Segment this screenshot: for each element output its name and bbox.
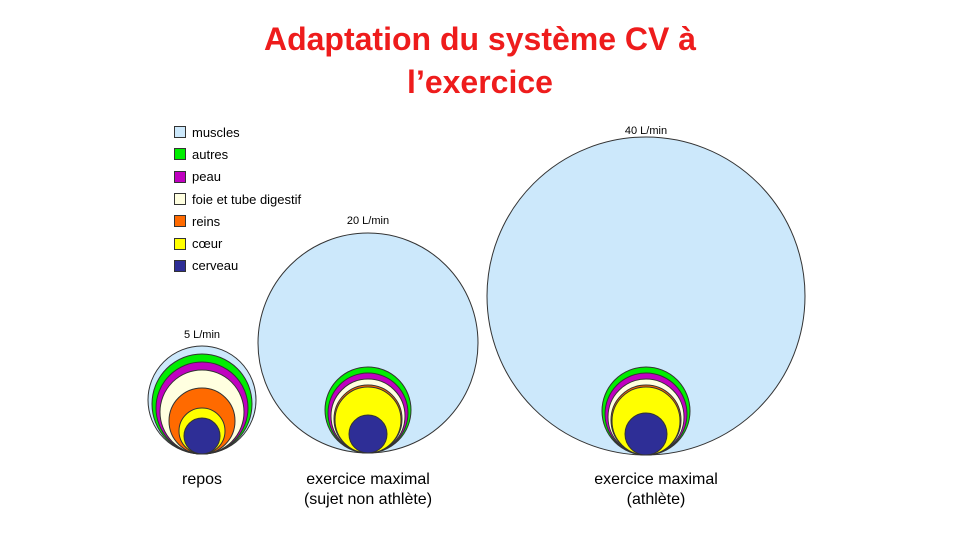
legend-swatch-peau [174,170,186,183]
caption-repos-line-1: repos [181,471,223,488]
caption-non-athlete-line-2: (sujet non athlète) [303,491,433,508]
legend-swatch-foie [174,193,186,206]
non-athlete-cerveau-circle [348,414,388,454]
caption-athlete-line-2: (athlète) [626,491,686,508]
caption-repos: repos [142,470,262,490]
caption-non-athlete: exercice maximal (sujet non athlète) [268,470,468,510]
legend-item-foie: foie et tube digestif [174,188,301,210]
panel-repos-circles [147,345,257,455]
legend-label-muscles: muscles [192,124,240,140]
legend-item-peau: peau [174,166,301,188]
title-line-2: l’exercice [407,64,553,100]
legend-label-autres: autres [192,146,229,162]
repos-cerveau-circle [183,417,221,455]
caption-athlete: exercice maximal (athlète) [556,470,756,510]
caption-athlete-line-1: exercice maximal [594,471,718,488]
legend: muscles autres peau foie et tube digesti… [174,121,301,277]
legend-label-cerveau: cerveau [192,258,239,274]
legend-swatch-cerveau [174,259,186,272]
flow-label-non-athlete: 20 L/min [347,215,389,227]
title-line-1: Adaptation du système CV à [263,21,697,57]
caption-non-athlete-line-1: exercice maximal [306,471,430,488]
panel-athlete-circles [486,136,806,456]
legend-swatch-autres [174,148,186,161]
legend-item-cerveau: cerveau [174,255,301,277]
legend-swatch-coeur [174,237,186,250]
legend-swatch-reins [174,215,186,228]
legend-item-autres: autres [174,143,301,165]
legend-label-coeur: cœur [192,236,223,252]
flow-label-repos: 5 L/min [184,329,220,341]
legend-item-coeur: cœur [174,232,301,254]
legend-swatch-muscles [174,126,186,139]
flow-label-athlete: 40 L/min [625,125,667,137]
athlete-cerveau-circle [624,412,668,456]
page-title: Adaptation du système CV à l’exercice [0,18,960,104]
legend-label-peau: peau [192,169,221,185]
legend-item-reins: reins [174,210,301,232]
legend-item-muscles: muscles [174,121,301,143]
legend-label-reins: reins [192,213,221,229]
legend-label-foie: foie et tube digestif [192,191,302,207]
panel-non-athlete-circles [257,232,479,454]
